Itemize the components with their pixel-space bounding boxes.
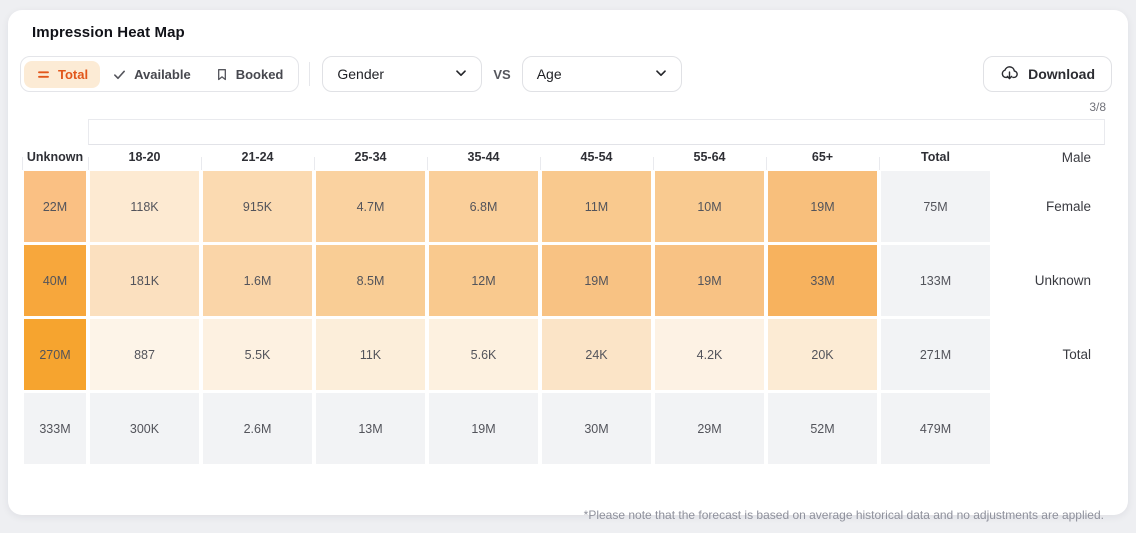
dimension-x-value: Gender [337, 66, 385, 82]
heatmap-cell[interactable]: 887 [90, 319, 199, 390]
dimension-x-select[interactable]: Gender [322, 56, 483, 92]
mode-button-label: Available [134, 66, 191, 82]
chevron-down-icon [653, 65, 669, 84]
mode-toggle-group: Total Available Booked [20, 56, 300, 92]
heatmap-cell[interactable]: 29M [655, 393, 764, 464]
heatmap-grid: Unknown 18-20 21-24 25-34 35-44 45-54 55-64 65+… [22, 119, 1105, 464]
heatmap-column-header: 18-20 [88, 146, 199, 170]
heatmap-cell[interactable]: 6.8M [429, 171, 538, 242]
heatmap-column-header: 35-44 [427, 146, 538, 170]
heatmap-cell[interactable]: 11M [542, 171, 651, 242]
forecast-footnote: *Please note that the forecast is based … [583, 508, 1104, 522]
heatmap-cell[interactable]: 300K [90, 393, 199, 464]
heatmap-cell[interactable]: 479M [881, 393, 990, 464]
heatmap-cell[interactable]: 52M [768, 393, 877, 464]
heatmap-cell[interactable]: 333M [24, 393, 86, 464]
heatmap-column-header: 65+ [766, 146, 877, 170]
dimension-y-value: Age [536, 66, 562, 82]
heatmap-cell[interactable]: 13M [316, 393, 425, 464]
heatmap-row-label: Total [1062, 347, 1091, 362]
heatmap-cell[interactable]: 75M [881, 171, 990, 242]
dimension-y-select[interactable]: Age [521, 56, 682, 92]
impression-heat-map-card: Impression Heat Map Total Available Book… [8, 10, 1128, 522]
heatmap-column-header: Unknown [22, 146, 86, 170]
check-icon [112, 67, 127, 82]
heatmap-cell[interactable]: 5.6K [429, 319, 538, 390]
heatmap-cell[interactable]: 22M [24, 171, 86, 242]
heatmap-row-label: Male [1061, 149, 1091, 165]
page-title: Impression Heat Map [32, 24, 185, 41]
heatmap-cell[interactable]: 30M [542, 393, 651, 464]
heatmap-cell[interactable]: 4.7M [316, 171, 425, 242]
heatmap-cell[interactable]: 1.6M [203, 245, 312, 316]
heatmap-cell[interactable]: 270M [24, 319, 86, 390]
heatmap-cell[interactable]: 19M [429, 393, 538, 464]
toolbar: Total Available Booked Gender VS [20, 56, 1112, 92]
chevron-down-icon [453, 65, 469, 84]
heatmap-cell[interactable]: 5.5K [203, 319, 312, 390]
mode-button-booked[interactable]: Booked [203, 61, 296, 88]
heatmap-cell[interactable]: 11K [316, 319, 425, 390]
heatmap-cell[interactable]: 4.2K [655, 319, 764, 390]
heatmap-cell[interactable]: 33M [768, 245, 877, 316]
heatmap-cell[interactable]: 19M [542, 245, 651, 316]
heatmap-column-header: 55-64 [653, 146, 764, 170]
heatmap-cell[interactable]: 40M [24, 245, 86, 316]
heatmap-column-header: 45-54 [540, 146, 651, 170]
heatmap-grid-frame [88, 119, 1105, 145]
heatmap-column-header: 25-34 [314, 146, 425, 170]
download-button-label: Download [1028, 66, 1095, 82]
mode-button-label: Booked [235, 66, 284, 82]
download-button[interactable]: Download [983, 56, 1112, 92]
heatmap-cell[interactable]: 12M [429, 245, 538, 316]
heatmap-row-label: Unknown [1034, 273, 1091, 288]
bookmark-icon [215, 67, 229, 82]
heatmap-column-header: Total [879, 146, 990, 170]
toolbar-divider [309, 62, 311, 86]
equals-icon [36, 67, 51, 82]
heatmap-column-header: 21-24 [201, 146, 312, 170]
heatmap-cell[interactable]: 10M [655, 171, 764, 242]
heatmap-cell[interactable]: 19M [655, 245, 764, 316]
heatmap-cell[interactable]: 133M [881, 245, 990, 316]
heatmap-cell[interactable]: 181K [90, 245, 199, 316]
mode-button-available[interactable]: Available [100, 61, 203, 88]
vs-label: VS [493, 66, 511, 82]
mode-button-total[interactable]: Total [24, 60, 101, 88]
page-indicator: 3/8 [1089, 100, 1106, 114]
heatmap-cell[interactable]: 271M [881, 319, 990, 390]
heatmap-cell[interactable]: 24K [542, 319, 651, 390]
heatmap-cell[interactable]: 118K [90, 171, 199, 242]
heatmap-cell[interactable]: 2.6M [203, 393, 312, 464]
heatmap-corner [24, 121, 86, 143]
mode-button-label: Total [58, 66, 89, 82]
heatmap-cell[interactable]: 8.5M [316, 245, 425, 316]
cloud-download-icon [1000, 63, 1019, 85]
heatmap-cell[interactable]: 915K [203, 171, 312, 242]
heatmap-row-label: Female [1045, 199, 1091, 214]
heatmap-cell[interactable]: 20K [768, 319, 877, 390]
heatmap-cell[interactable]: 19M [768, 171, 877, 242]
